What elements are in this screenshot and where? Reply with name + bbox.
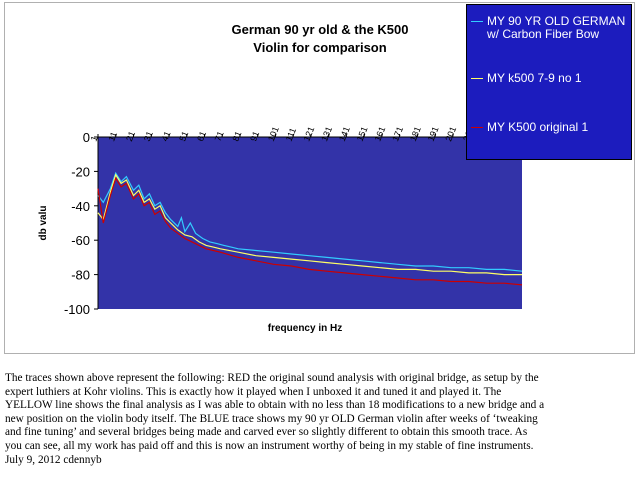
legend-swatch-german xyxy=(471,21,483,22)
x-tick-label: 41 xyxy=(160,130,173,143)
y-tick-label: -60 xyxy=(71,233,90,248)
chart-title-line-2: Violin for comparison xyxy=(253,40,387,55)
legend: MY 90 YR OLD GERMAN w/ Carbon Fiber Bow … xyxy=(466,4,632,160)
x-tick-label: 61 xyxy=(195,130,208,143)
legend-swatch-k500-original xyxy=(471,127,483,128)
x-tick-label: 21 xyxy=(124,130,137,143)
caption-line: YELLOW line shows the final analysis as … xyxy=(5,399,545,412)
x-axis-title: frequency in Hz xyxy=(268,323,342,334)
chart-title-line-1: German 90 yr old & the K500 xyxy=(231,22,409,37)
y-tick-label: -100 xyxy=(64,302,90,317)
x-tick-label: 31 xyxy=(142,130,155,143)
caption-line: and fine tuning’ and several bridges bei… xyxy=(5,426,528,439)
caption-line: new position on the violin body itself. … xyxy=(5,412,538,425)
caption: The traces shown above represent the fol… xyxy=(5,372,635,467)
x-tick-label: 81 xyxy=(231,130,244,143)
x-tick-label: 71 xyxy=(213,130,226,143)
x-tick-label: 11 xyxy=(106,130,119,142)
x-tick-label: 111 xyxy=(284,126,298,142)
y-tick-label: -20 xyxy=(71,164,90,179)
legend-swatch-k500-final xyxy=(471,78,483,79)
y-tick-label: 0 xyxy=(83,130,90,145)
legend-label-k500-final: MY k500 7-9 no 1 xyxy=(487,71,582,85)
legend-label-k500-original: MY K500 original 1 xyxy=(487,120,589,134)
series-line-0 xyxy=(97,171,523,272)
x-tick-label: 51 xyxy=(177,130,190,143)
plot-area xyxy=(98,137,522,309)
caption-line: expert luthiers at Kohr violins. This is… xyxy=(5,385,502,398)
caption-line: The traces shown above represent the fol… xyxy=(5,372,539,384)
y-tick-label: -40 xyxy=(71,199,90,214)
y-tick-label: -80 xyxy=(71,268,90,283)
x-tick-label: 1 xyxy=(89,134,100,142)
caption-line: July 9, 2012 cdennyb xyxy=(5,453,102,466)
y-axis-title: db valu xyxy=(38,205,49,240)
series-line-2 xyxy=(97,176,523,286)
series-line-1 xyxy=(97,173,522,276)
x-tick-label: 91 xyxy=(248,130,261,143)
chart-title: German 90 yr old & the K500 Violin for c… xyxy=(195,21,445,57)
caption-line: you can see, all my work has paid off an… xyxy=(5,439,534,452)
legend-label-german: MY 90 YR OLD GERMAN w/ Carbon Fiber Bow xyxy=(487,14,626,41)
